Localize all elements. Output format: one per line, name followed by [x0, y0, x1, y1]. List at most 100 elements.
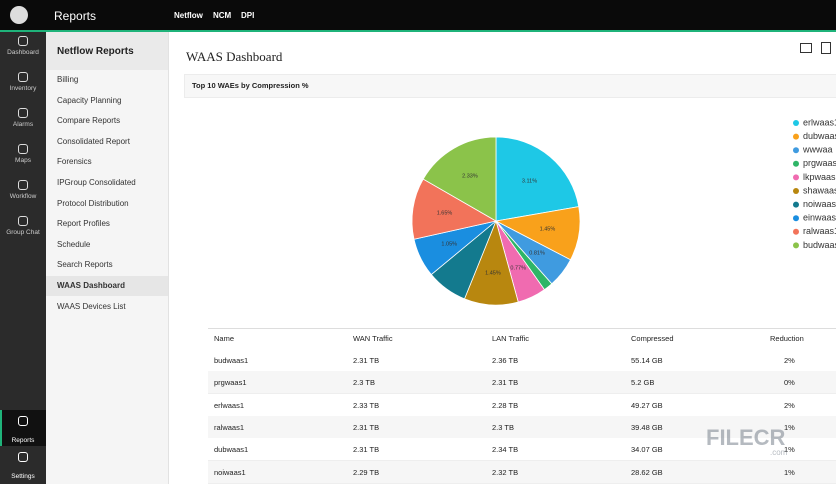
submenu-item[interactable]: Search Reports	[57, 260, 113, 270]
table-cell: 2.32 TB	[492, 467, 519, 477]
side-label[interactable]: Group Chat	[6, 229, 40, 236]
watermark-sub: .com	[770, 448, 788, 457]
submenu-item[interactable]: Report Profiles	[57, 219, 110, 229]
side-label[interactable]: Settings	[11, 473, 35, 480]
side-label[interactable]: Dashboard	[7, 49, 39, 56]
pdf-icon[interactable]	[821, 42, 831, 54]
table-cell: 2.31 TB	[353, 445, 380, 455]
side-icon[interactable]	[18, 416, 28, 426]
table-row	[208, 349, 836, 372]
page-title: WAAS Dashboard	[186, 49, 283, 64]
column-header[interactable]: Reduction	[770, 334, 804, 343]
sidebar: Dashboard Inventory Alarms Maps Workflow Grou…	[0, 32, 46, 484]
watermark: FILECR	[706, 425, 786, 450]
legend-label: ralwaas1	[803, 226, 836, 236]
submenu-item[interactable]: Consolidated Report	[57, 136, 130, 146]
table-cell: 2.29 TB	[353, 467, 380, 477]
legend-swatch	[793, 215, 799, 222]
panel-header	[184, 74, 836, 98]
table-cell: 0%	[784, 378, 795, 388]
side-icon[interactable]	[18, 452, 28, 462]
tab[interactable]: DPI	[241, 11, 255, 20]
submenu-item[interactable]: Protocol Distribution	[57, 198, 129, 208]
side-label[interactable]: Alarms	[12, 121, 34, 128]
side-label[interactable]: Reports	[11, 437, 35, 444]
table-row	[208, 393, 836, 417]
table-cell: 1%	[784, 422, 795, 432]
column-header[interactable]: Compressed	[631, 334, 674, 343]
submenu-title: Netflow Reports	[57, 46, 134, 57]
avatar[interactable]	[10, 6, 28, 24]
submenu-item[interactable]: Forensics	[57, 157, 92, 167]
side-icon[interactable]	[18, 72, 28, 82]
submenu-item[interactable]: Schedule	[57, 239, 91, 249]
table-cell: 2.3 TB	[353, 378, 375, 388]
table-cell: 2.33 TB	[353, 400, 380, 410]
slice-label: 1.45%	[540, 226, 556, 232]
table-cell: ralwaas1	[214, 422, 245, 432]
table-cell: prgwaas1	[214, 378, 247, 388]
slice-label: 1.65%	[437, 211, 453, 217]
column-header[interactable]: WAN Traffic	[353, 334, 393, 343]
table-cell: 2.3 TB	[492, 422, 514, 432]
legend-swatch	[793, 147, 799, 154]
legend-swatch	[793, 120, 799, 126]
side-icon[interactable]	[18, 216, 28, 226]
table-cell: erlwaas1	[214, 400, 245, 410]
legend-label: budwaas	[803, 240, 836, 250]
legend-swatch	[793, 188, 799, 194]
legend-swatch	[793, 242, 799, 249]
side-icon[interactable]	[18, 36, 28, 46]
slice-label: 2.33%	[462, 173, 478, 179]
submenu: Netflow Reports Billing Capacity Planning…	[46, 32, 169, 484]
side-label[interactable]: Maps	[15, 157, 31, 164]
submenu-item[interactable]: Billing	[57, 75, 79, 84]
table-cell: 5.2 GB	[631, 378, 655, 388]
email-icon[interactable]	[800, 43, 812, 53]
legend-label: wwwaa	[802, 145, 833, 155]
side-icon[interactable]	[18, 108, 28, 118]
table-cell: 2.36 TB	[492, 356, 519, 365]
slice-label: 3.11%	[522, 179, 537, 185]
legend-swatch	[793, 160, 799, 167]
pie-slice	[495, 136, 580, 222]
tab[interactable]: Netflow	[174, 11, 203, 20]
table-cell: 2.34 TB	[492, 445, 519, 455]
slice-label: 1.05%	[441, 241, 457, 247]
table-cell: noiwaas1	[214, 467, 246, 477]
submenu-item[interactable]: WAAS Dashboard	[46, 276, 168, 296]
submenu-item[interactable]: Compare Reports	[57, 116, 121, 126]
column-header[interactable]: Name	[214, 334, 235, 343]
slice-label: 0.81%	[529, 250, 545, 256]
table-cell: 34.07 GB	[631, 445, 663, 455]
submenu-item[interactable]: Capacity Planning	[57, 95, 122, 105]
legend-label: erlwaas1	[803, 117, 836, 127]
table-cell: 39.48 GB	[631, 422, 663, 432]
slice-label: 1.45%	[485, 270, 501, 276]
submenu-header	[46, 32, 168, 70]
side-icon[interactable]	[18, 180, 28, 190]
table-cell: 2.31 TB	[353, 356, 380, 365]
tab[interactable]: NCM	[213, 11, 232, 20]
table-cell: 2.31 TB	[492, 378, 519, 388]
table-cell: 28.62 GB	[631, 467, 663, 477]
legend-swatch	[793, 133, 799, 140]
table-cell: 55.14 GB	[631, 356, 663, 365]
side-label[interactable]: Workflow	[9, 193, 37, 200]
legend-label: dubwaas	[803, 131, 836, 141]
table-row	[208, 371, 836, 395]
pie-slice	[422, 136, 497, 222]
legend-label: prgwaas	[803, 158, 836, 168]
table-cell: 1%	[784, 445, 795, 455]
table-row	[208, 460, 836, 484]
side-icon[interactable]	[18, 144, 28, 154]
chart-title: Top 10 WAEs by Compression %	[192, 81, 309, 90]
column-header[interactable]: LAN Traffic	[492, 334, 529, 343]
slice-label: 0.77%	[510, 266, 526, 272]
submenu-item[interactable]: WAAS Devices List	[57, 301, 126, 311]
side-label[interactable]: Inventory	[9, 85, 37, 92]
submenu-item[interactable]: IPGroup Consolidated	[57, 178, 136, 187]
table-cell: 2%	[784, 356, 795, 365]
table-cell: 1%	[784, 467, 795, 477]
